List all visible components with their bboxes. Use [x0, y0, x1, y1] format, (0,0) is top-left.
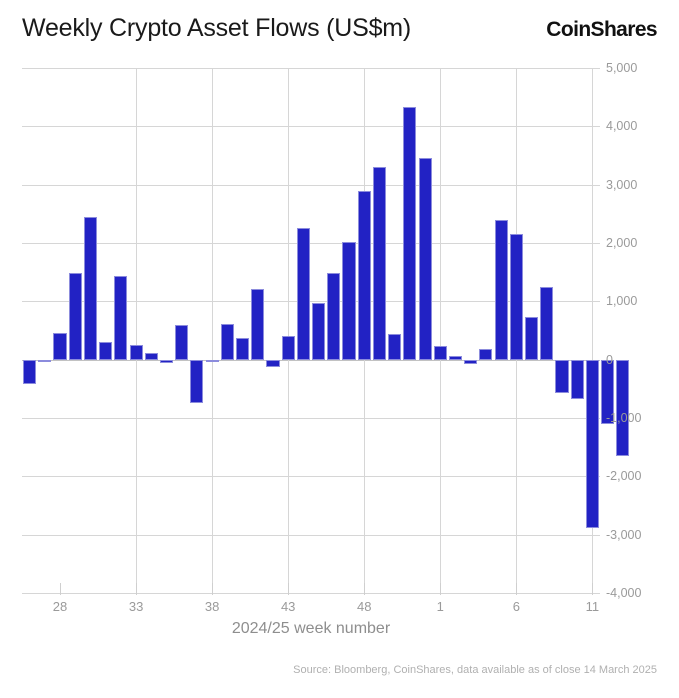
coinshares-logo: CoinShares: [546, 18, 657, 41]
page-title: Weekly Crypto Asset Flows (US$m): [22, 14, 412, 42]
bar: [220, 323, 234, 360]
bar: [540, 287, 554, 360]
x-axis-tick-label: 43: [280, 599, 296, 614]
bar: [175, 324, 189, 360]
y-axis-tick-label: 4,000: [606, 119, 638, 134]
gridline--3000: [22, 534, 600, 536]
y-axis-tick-label: 1,000: [606, 294, 638, 309]
bar: [372, 167, 386, 360]
bar: [342, 241, 356, 360]
y-axis-labels: 5,000 4,000 3,000 2,000 1,000 0 -1,000 -2,000 -3…: [606, 61, 676, 600]
x-axis-title: 2024/25 week number: [231, 620, 391, 637]
x-axis-labels: 28 33 38 43 48 1 6 11: [22, 583, 600, 619]
bar: [494, 219, 508, 360]
y-axis-tick-label: -3,000: [606, 527, 642, 542]
bar: [616, 359, 630, 457]
y-axis-tick-label: 0: [606, 352, 613, 367]
bar: [312, 303, 326, 360]
x-axis-tick-label: 6: [512, 599, 520, 614]
bar: [114, 275, 128, 360]
bar: [129, 345, 143, 360]
bar: [144, 352, 158, 360]
x-axis-tick: [288, 583, 289, 595]
bar: [296, 228, 310, 360]
bar: [190, 359, 204, 403]
gridline-0: [22, 359, 600, 361]
bar: [251, 288, 265, 360]
bar: [205, 359, 219, 362]
bar: [388, 334, 402, 360]
bar: [555, 359, 569, 394]
y-axis-tick-label: 5,000: [606, 61, 638, 75]
bar: [38, 359, 52, 362]
gridline-3000: [22, 184, 600, 186]
bar: [266, 359, 280, 368]
x-axis-tick: [364, 583, 365, 595]
gridline--1000: [22, 418, 600, 419]
gridline-4000: [22, 126, 600, 128]
x-axis-tick-label: 11: [585, 599, 600, 614]
source-note: Source: Bloomberg, CoinShares, data avai…: [293, 664, 657, 676]
x-axis-tick: [60, 583, 61, 595]
x-axis-tick: [592, 583, 593, 595]
vertical-gridline: [440, 68, 441, 593]
bar: [159, 359, 174, 364]
x-axis-tick: [516, 583, 517, 595]
chart-header: Weekly Crypto Asset Flows (US$m) CoinSha…: [0, 0, 679, 58]
x-axis-tick-label: 38: [204, 599, 220, 614]
bar: [53, 333, 67, 360]
y-axis-tick-label: 2,000: [606, 236, 638, 250]
bar: [585, 359, 599, 528]
bar: [418, 158, 432, 360]
bar: [357, 190, 371, 360]
plot-area: [22, 68, 630, 594]
bar: [464, 359, 478, 365]
bar: [236, 337, 250, 360]
gridline--4000: [22, 593, 600, 594]
x-axis-tick: [212, 583, 213, 595]
y-axis-tick-label: -2,000: [606, 469, 642, 484]
vertical-gridline: [288, 68, 289, 593]
x-axis-tick-label: 1: [436, 599, 444, 614]
vertical-gridline: [212, 68, 213, 593]
bar: [23, 359, 37, 385]
bar: [68, 273, 82, 360]
y-axis-tick-label: -1,000: [606, 411, 642, 425]
bar: [509, 234, 523, 360]
x-axis-tick: [136, 583, 137, 595]
bar: [479, 349, 493, 360]
bar: [403, 107, 417, 360]
bar: [281, 336, 295, 360]
bar: [327, 273, 341, 360]
y-axis-tick-label: 3,000: [606, 177, 638, 192]
vertical-gridline: [136, 68, 137, 593]
bar-series: [22, 68, 630, 593]
x-axis-tick: [440, 583, 441, 595]
gridline-5000: [22, 68, 600, 69]
bar: [83, 216, 97, 360]
bar: [570, 359, 584, 400]
gridline--2000: [22, 476, 600, 478]
gridline-2000: [22, 243, 600, 244]
bar: [448, 356, 463, 360]
bar: [525, 316, 539, 360]
x-axis-tick-label: 48: [357, 599, 372, 614]
gridline-1000: [22, 301, 600, 303]
vertical-gridline: [592, 68, 593, 593]
bar: [99, 341, 113, 360]
bar: [433, 345, 447, 360]
x-axis-tick-label: 28: [52, 599, 68, 614]
bar: [601, 359, 615, 424]
y-axis-tick-label: -4,000: [606, 586, 642, 600]
x-axis-tick-label: 33: [128, 599, 144, 614]
